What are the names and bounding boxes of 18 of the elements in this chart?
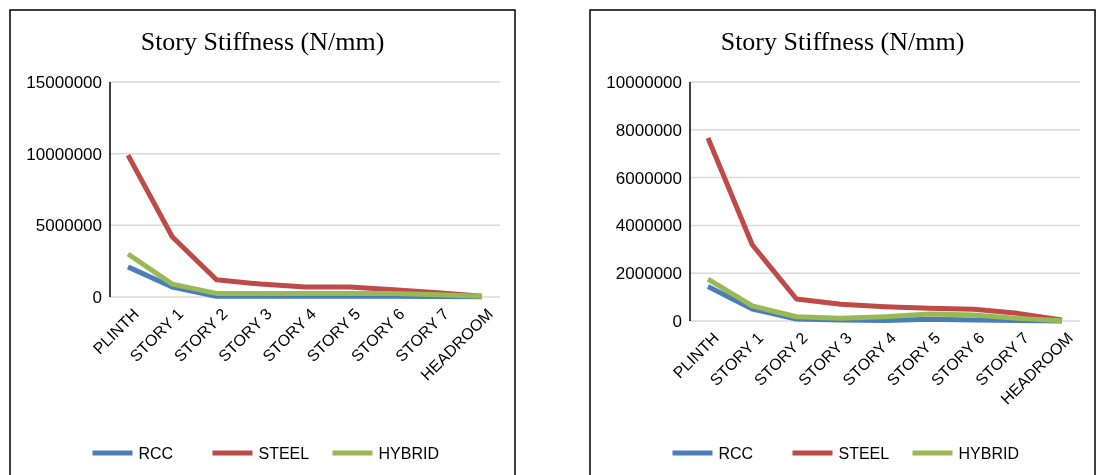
y-tick-label: 10000000	[606, 72, 682, 92]
legend-label: RCC	[718, 444, 754, 462]
y-tick-label: 15000000	[26, 72, 102, 92]
y-tick-label: 2000000	[615, 264, 682, 284]
y-tick-label: 6000000	[615, 168, 682, 188]
y-tick-label: 0	[672, 311, 682, 331]
legend-label: HYBRID	[958, 444, 1019, 462]
chart-title: Story Stiffness (N/mm)	[720, 27, 965, 56]
y-tick-label: 5000000	[35, 216, 102, 236]
y-tick-label: 10000000	[26, 144, 102, 164]
y-tick-label: 8000000	[615, 120, 682, 140]
y-tick-label: 0	[92, 287, 102, 307]
legend-label: RCC	[138, 444, 174, 462]
legend-label: STEEL	[838, 444, 890, 462]
chart-title: Story Stiffness (N/mm)	[140, 27, 385, 56]
y-tick-label: 4000000	[615, 216, 682, 236]
legend-label: HYBRID	[378, 444, 439, 462]
legend-label: STEEL	[258, 444, 310, 462]
